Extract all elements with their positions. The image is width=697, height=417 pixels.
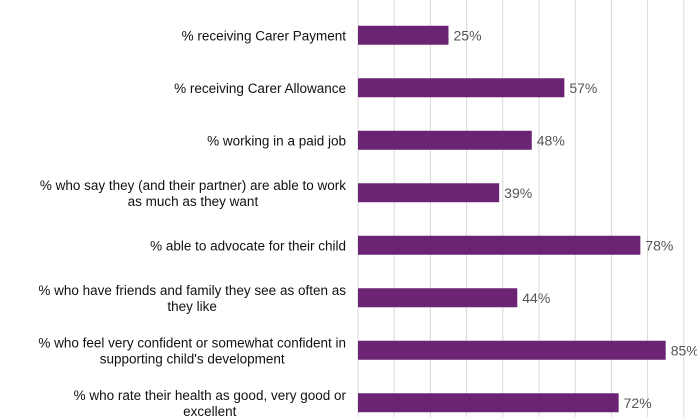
- category-label-line: % receiving Carer Payment: [182, 28, 347, 43]
- bars: [358, 25, 666, 413]
- value-label-8: 72%: [624, 395, 652, 411]
- bar-4: [358, 183, 500, 203]
- bar-8: [358, 393, 619, 413]
- category-label-line: as much as they want: [128, 194, 259, 209]
- value-label-5: 78%: [645, 237, 673, 253]
- value-label-2: 57%: [569, 80, 597, 96]
- bar-2: [358, 78, 565, 98]
- category-label-line: % who have friends and family they see a…: [38, 283, 346, 298]
- value-labels: 25% 57% 48% 39% 78% 44% 85% 72%: [454, 27, 697, 411]
- gridlines: [357, 0, 685, 417]
- category-label-2: % receiving Carer Allowance: [174, 81, 346, 96]
- value-label-6: 44%: [522, 290, 550, 306]
- category-label-line: excellent: [183, 404, 237, 417]
- value-label-7: 85%: [671, 342, 697, 358]
- category-label-line: % working in a paid job: [207, 133, 346, 148]
- category-label-3: % working in a paid job: [207, 133, 346, 148]
- category-label-line: % who say they (and their partner) are a…: [40, 178, 346, 193]
- bar-5: [358, 235, 641, 255]
- category-labels: % receiving Carer Payment % receiving Car…: [38, 28, 346, 417]
- category-label-line: supporting child's development: [100, 351, 285, 366]
- category-label-line: % able to advocate for their child: [150, 238, 346, 253]
- category-label-line: % who feel very confident or somewhat co…: [38, 335, 346, 350]
- category-label-line: % receiving Carer Allowance: [174, 81, 346, 96]
- bar-7: [358, 340, 666, 360]
- category-label-7: % who feel very confident or somewhat co…: [38, 335, 346, 366]
- category-label-4: % who say they (and their partner) are a…: [40, 178, 346, 209]
- category-label-8: % who rate their health as good, very go…: [74, 388, 347, 417]
- category-label-5: % able to advocate for their child: [150, 238, 346, 253]
- bar-6: [358, 288, 518, 308]
- value-label-1: 25%: [454, 27, 482, 43]
- category-label-line: they like: [167, 299, 217, 314]
- category-label-1: % receiving Carer Payment: [182, 28, 347, 43]
- bar-3: [358, 130, 532, 150]
- value-label-3: 48%: [537, 132, 565, 148]
- bar-1: [358, 25, 449, 45]
- value-label-4: 39%: [504, 185, 532, 201]
- category-label-6: % who have friends and family they see a…: [38, 283, 346, 314]
- category-label-line: % who rate their health as good, very go…: [74, 388, 347, 403]
